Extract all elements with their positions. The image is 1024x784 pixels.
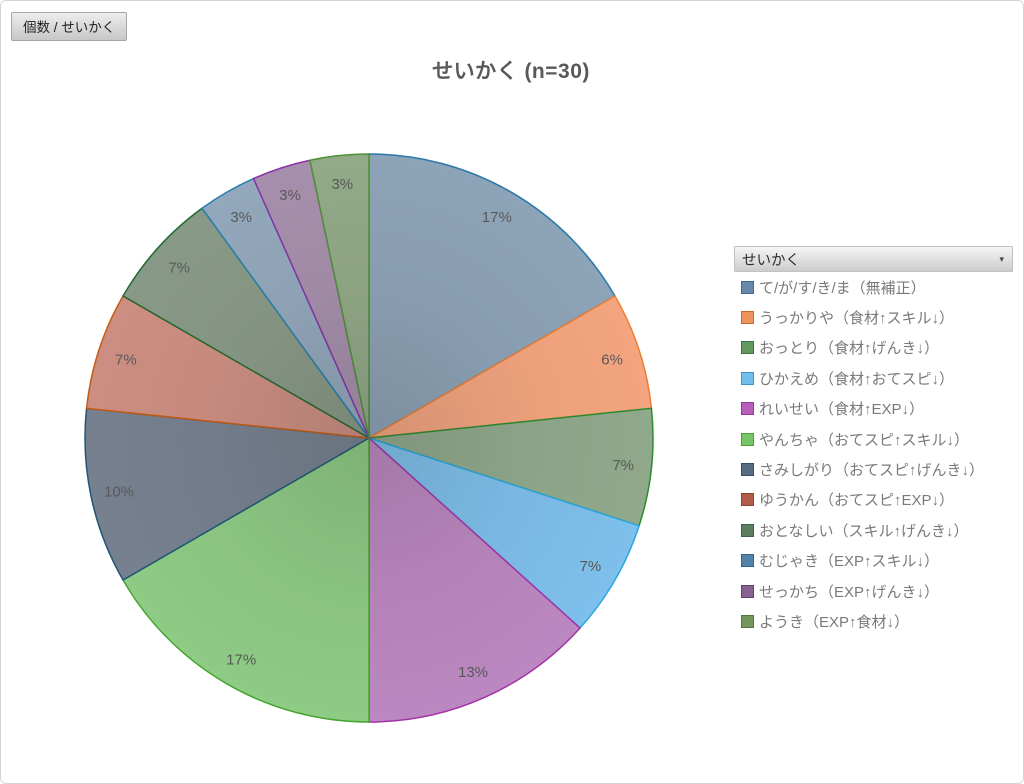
legend-item-10[interactable]: せっかち（EXP↑げんき↓）	[734, 576, 1013, 606]
legend-item-label: れいせい（食材↑EXP↓）	[759, 401, 925, 419]
legend-swatch-icon	[741, 402, 754, 416]
legend-item-label: おとなしい（スキル↑げんき↓）	[759, 522, 969, 540]
pie-slice-label: 7%	[115, 351, 137, 368]
legend-item-9[interactable]: むじゃき（EXP↑スキル↓）	[734, 546, 1013, 576]
pivot-field-button[interactable]: 個数 / せいかく	[11, 12, 128, 41]
legend-swatch-icon	[741, 280, 754, 294]
pie-slice-label: 3%	[230, 209, 252, 226]
legend-swatch-icon	[741, 554, 754, 568]
legend-item-11[interactable]: ようき（EXP↑食材↓）	[734, 606, 1013, 636]
legend-item-label: せっかち（EXP↑げんき↓）	[759, 583, 940, 601]
legend-field-button[interactable]: せいかく ▾	[734, 246, 1013, 272]
pie-slice-label: 10%	[104, 483, 134, 500]
legend-item-6[interactable]: さみしがり（おてスピ↑げんき↓）	[734, 454, 1013, 484]
pie-slice-label: 7%	[580, 558, 602, 575]
legend-swatch-icon	[741, 614, 754, 628]
pie-slice-label: 17%	[226, 652, 256, 669]
legend-item-8[interactable]: おとなしい（スキル↑げんき↓）	[734, 515, 1013, 545]
legend-item-label: うっかりや（食材↑スキル↓）	[759, 310, 955, 328]
legend: せいかく ▾ て/が/す/き/ま（無補正） うっかりや（食材↑スキル↓） おっとり（…	[734, 246, 1013, 637]
legend-item-label: ゆうかん（おてスピ↑EXP↓）	[759, 492, 955, 510]
legend-item-label: ひかえめ（食材↑おてスピ↓）	[759, 370, 955, 388]
legend-swatch-icon	[741, 371, 754, 385]
pie-slice-label: 3%	[331, 176, 353, 193]
legend-item-label: さみしがり（おてスピ↑げんき↓）	[759, 462, 985, 480]
legend-item-label: ようき（EXP↑食材↓）	[759, 613, 910, 631]
legend-item-5[interactable]: やんちゃ（おてスピ↑スキル↓）	[734, 424, 1013, 454]
legend-item-7[interactable]: ゆうかん（おてスピ↑EXP↓）	[734, 485, 1013, 515]
pie-slice-label: 17%	[482, 209, 512, 226]
legend-item-1[interactable]: うっかりや（食材↑スキル↓）	[734, 302, 1013, 332]
legend-swatch-icon	[741, 463, 754, 477]
legend-item-3[interactable]: ひかえめ（食材↑おてスピ↓）	[734, 363, 1013, 393]
legend-items: て/が/す/き/ま（無補正） うっかりや（食材↑スキル↓） おっとり（食材↑げんき↓…	[734, 272, 1013, 637]
legend-item-2[interactable]: おっとり（食材↑げんき↓）	[734, 333, 1013, 363]
legend-swatch-icon	[741, 432, 754, 446]
legend-item-label: て/が/す/き/ま（無補正）	[759, 279, 926, 297]
pie-slice-label: 13%	[458, 664, 488, 681]
chevron-down-icon[interactable]: ▾	[999, 253, 1004, 264]
legend-swatch-icon	[741, 523, 754, 537]
pie-slice-label: 7%	[168, 259, 190, 276]
legend-item-label: おっとり（食材↑げんき↓）	[759, 340, 940, 358]
legend-field-label: せいかく	[742, 252, 800, 269]
legend-swatch-icon	[741, 493, 754, 507]
legend-swatch-icon	[741, 584, 754, 598]
chart-title: せいかく (n=30)	[432, 60, 590, 83]
legend-swatch-icon	[741, 311, 754, 325]
legend-item-label: むじゃき（EXP↑スキル↓）	[759, 553, 940, 571]
legend-item-4[interactable]: れいせい（食材↑EXP↓）	[734, 394, 1013, 424]
pie-slice-label: 7%	[612, 457, 634, 474]
pie-slice-label: 3%	[279, 187, 301, 204]
legend-item-label: やんちゃ（おてスピ↑スキル↓）	[759, 431, 970, 449]
legend-item-0[interactable]: て/が/す/き/ま（無補正）	[734, 272, 1013, 302]
legend-swatch-icon	[741, 341, 754, 355]
pie-slice-label: 6%	[601, 351, 623, 368]
